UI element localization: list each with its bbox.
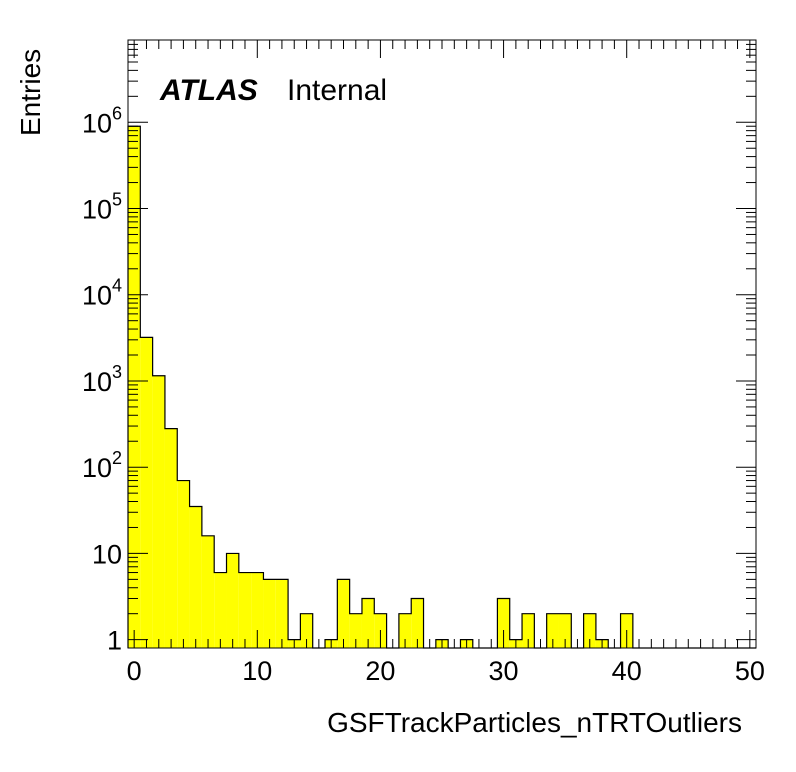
histogram-bin-fill <box>214 572 227 648</box>
x-tick-label: 50 <box>735 656 765 686</box>
x-axis-title: GSFTrackParticles_nTRTOutliers <box>327 707 742 738</box>
histogram-bin-fill <box>337 579 350 648</box>
y-tick-label: 103 <box>82 362 122 397</box>
x-tick-label: 30 <box>489 656 519 686</box>
histogram-bin-fill <box>411 598 424 648</box>
histogram-outline <box>127 125 756 649</box>
internal-label: Internal <box>287 74 387 107</box>
histogram-bin-fill <box>164 428 178 648</box>
histogram-bin-fill <box>546 613 559 648</box>
atlas-label: ATLAS <box>159 74 258 107</box>
histogram-bin-fill <box>189 506 202 648</box>
histogram-bin-fill <box>140 337 153 648</box>
y-axis-title: Entries <box>15 49 46 136</box>
x-tick-label: 0 <box>127 656 142 686</box>
y-tick-label: 10 <box>92 539 122 569</box>
y-axis-ticks: 1 10 102 103 104 105 106 <box>82 39 756 656</box>
histogram-bin-fill <box>497 598 510 648</box>
histogram-bin-fill <box>300 613 313 648</box>
histogram-bars <box>127 125 756 649</box>
y-tick-label: 105 <box>82 190 122 225</box>
histogram-bin-fill <box>152 375 165 648</box>
y-tick-label: 104 <box>82 276 122 311</box>
y-tick-label: 106 <box>82 103 122 138</box>
histogram-bin-fill <box>251 572 264 648</box>
histogram-bin-fill <box>398 613 412 648</box>
histogram-bin-fill <box>177 480 190 648</box>
histogram-bin-fill <box>349 613 362 648</box>
x-axis-ticks: 0 10 20 30 40 50 <box>127 40 765 686</box>
x-tick-label: 40 <box>612 656 642 686</box>
histogram-bin-fill <box>583 613 596 648</box>
histogram-bin-fill <box>201 535 215 648</box>
histogram-bin-fill <box>275 579 289 648</box>
x-tick-label: 10 <box>242 656 272 686</box>
histogram-bin-fill <box>238 572 252 648</box>
y-tick-label: 1 <box>107 626 122 656</box>
x-tick-label: 20 <box>365 656 395 686</box>
histogram-bin-fill <box>226 553 239 648</box>
y-tick-label: 102 <box>82 448 122 483</box>
plot-frame <box>127 39 757 649</box>
histogram-bin-fill <box>128 126 141 648</box>
histogram-bin-fill <box>361 598 375 648</box>
histogram-bin-fill <box>558 613 572 648</box>
histogram-bin-fill <box>522 613 535 648</box>
histogram-bin-fill <box>263 579 276 648</box>
